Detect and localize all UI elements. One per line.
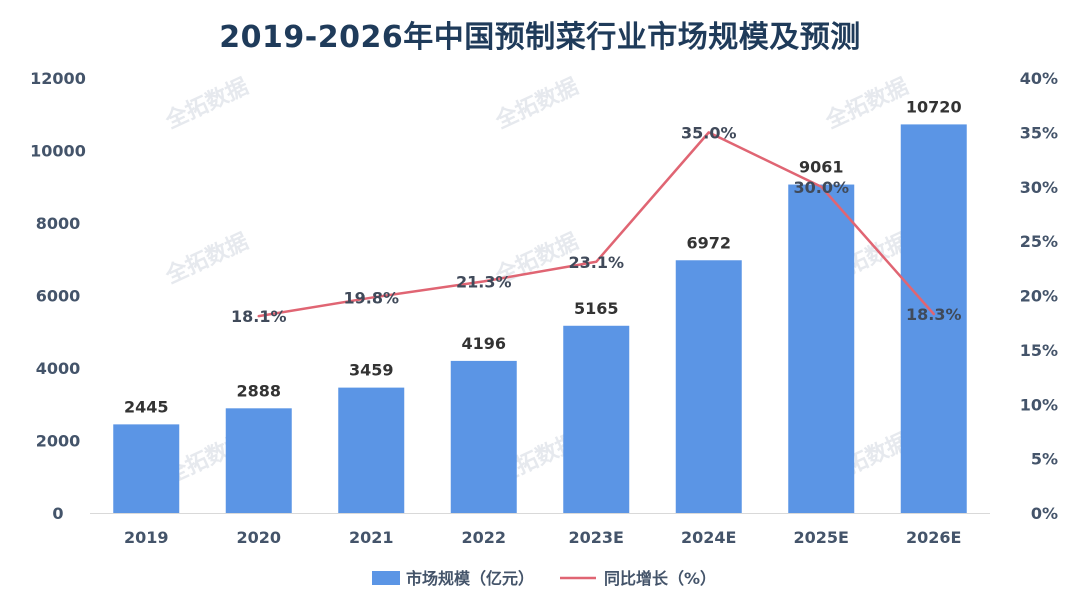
- x-axis-tick-label: 2021: [349, 528, 394, 547]
- x-axis-tick-label: 2026E: [906, 528, 961, 547]
- bar-series: [113, 124, 967, 514]
- bar-value-label: 9061: [799, 158, 844, 177]
- right-axis-tick-label: 10%: [1020, 395, 1058, 414]
- legend-line-label: 同比增长（%）: [604, 569, 716, 588]
- left-axis-tick-label: 8000: [36, 214, 81, 233]
- chart-title: 2019-2026年中国预制菜行业市场规模及预测: [219, 20, 861, 55]
- bar-data-labels: 2445 2888 3459 4196 5165 6972 9061 10720: [124, 97, 962, 416]
- bar-2022: [450, 360, 517, 513]
- growth-line: [257, 131, 935, 318]
- bar-2024E: [675, 260, 742, 513]
- left-axis-tick-label: 0: [52, 504, 63, 523]
- bar-value-label: 2445: [124, 397, 169, 416]
- growth-data-labels: 18.1% 19.8% 21.3% 23.1% 35.0% 30.0% 18.3%: [231, 123, 962, 326]
- bar-value-label: 6972: [686, 233, 731, 252]
- right-axis: 0% 5% 10% 15% 20% 25% 30% 35% 40%: [1020, 69, 1058, 523]
- right-axis-tick-label: 5%: [1031, 450, 1058, 469]
- watermark-text: 全拓数据: [821, 73, 913, 134]
- bar-value-label: 3459: [349, 361, 394, 380]
- x-axis-tick-label: 2020: [236, 528, 281, 547]
- left-axis-tick-label: 4000: [36, 359, 81, 378]
- bar-2020: [225, 408, 292, 513]
- right-axis-tick-label: 0%: [1031, 504, 1058, 523]
- growth-value-label: 30.0%: [793, 178, 849, 197]
- bar-value-label: 5165: [574, 299, 619, 318]
- bar-value-label: 10720: [906, 97, 962, 116]
- legend-bar-label: 市场规模（亿元）: [406, 569, 534, 588]
- right-axis-tick-label: 20%: [1020, 287, 1058, 306]
- growth-value-label: 21.3%: [456, 272, 512, 291]
- growth-line-series: [257, 131, 935, 318]
- growth-value-label: 19.8%: [343, 289, 399, 308]
- right-axis-tick-label: 25%: [1020, 232, 1058, 251]
- right-axis-tick-label: 40%: [1020, 69, 1058, 88]
- watermark-text: 全拓数据: [161, 228, 253, 289]
- left-axis-tick-label: 12000: [30, 69, 86, 88]
- watermark-text: 全拓数据: [161, 73, 253, 134]
- growth-value-label: 18.1%: [231, 307, 287, 326]
- bar-2025E: [788, 184, 855, 513]
- legend: 市场规模（亿元） 同比增长（%）: [372, 569, 716, 588]
- x-axis-tick-label: 2022: [461, 528, 506, 547]
- bar-2023E: [563, 325, 630, 513]
- growth-value-label: 35.0%: [681, 123, 737, 142]
- right-axis-tick-label: 30%: [1020, 178, 1058, 197]
- bar-value-label: 2888: [236, 381, 281, 400]
- x-axis-ticks: 2019 2020 2021 2022 2023E 2024E 2025E 2026E: [124, 528, 962, 547]
- growth-value-label: 23.1%: [568, 253, 624, 272]
- x-axis-tick-label: 2025E: [794, 528, 849, 547]
- left-axis-tick-label: 6000: [36, 287, 81, 306]
- growth-value-label: 18.3%: [906, 305, 962, 324]
- left-axis: 0 2000 4000 6000 8000 10000 12000: [30, 69, 86, 523]
- bar-value-label: 4196: [461, 334, 506, 353]
- bar-2021: [338, 387, 405, 513]
- x-axis-tick-label: 2024E: [681, 528, 736, 547]
- right-axis-tick-label: 15%: [1020, 341, 1058, 360]
- legend-bar-swatch: [372, 571, 400, 585]
- watermark-text: 全拓数据: [491, 73, 583, 134]
- bar-2019: [113, 424, 180, 513]
- x-axis-tick-label: 2023E: [569, 528, 624, 547]
- bar-2026E: [900, 124, 967, 514]
- right-axis-tick-label: 35%: [1020, 123, 1058, 142]
- left-axis-tick-label: 2000: [36, 432, 81, 451]
- x-axis-tick-label: 2019: [124, 528, 169, 547]
- left-axis-tick-label: 10000: [30, 142, 86, 161]
